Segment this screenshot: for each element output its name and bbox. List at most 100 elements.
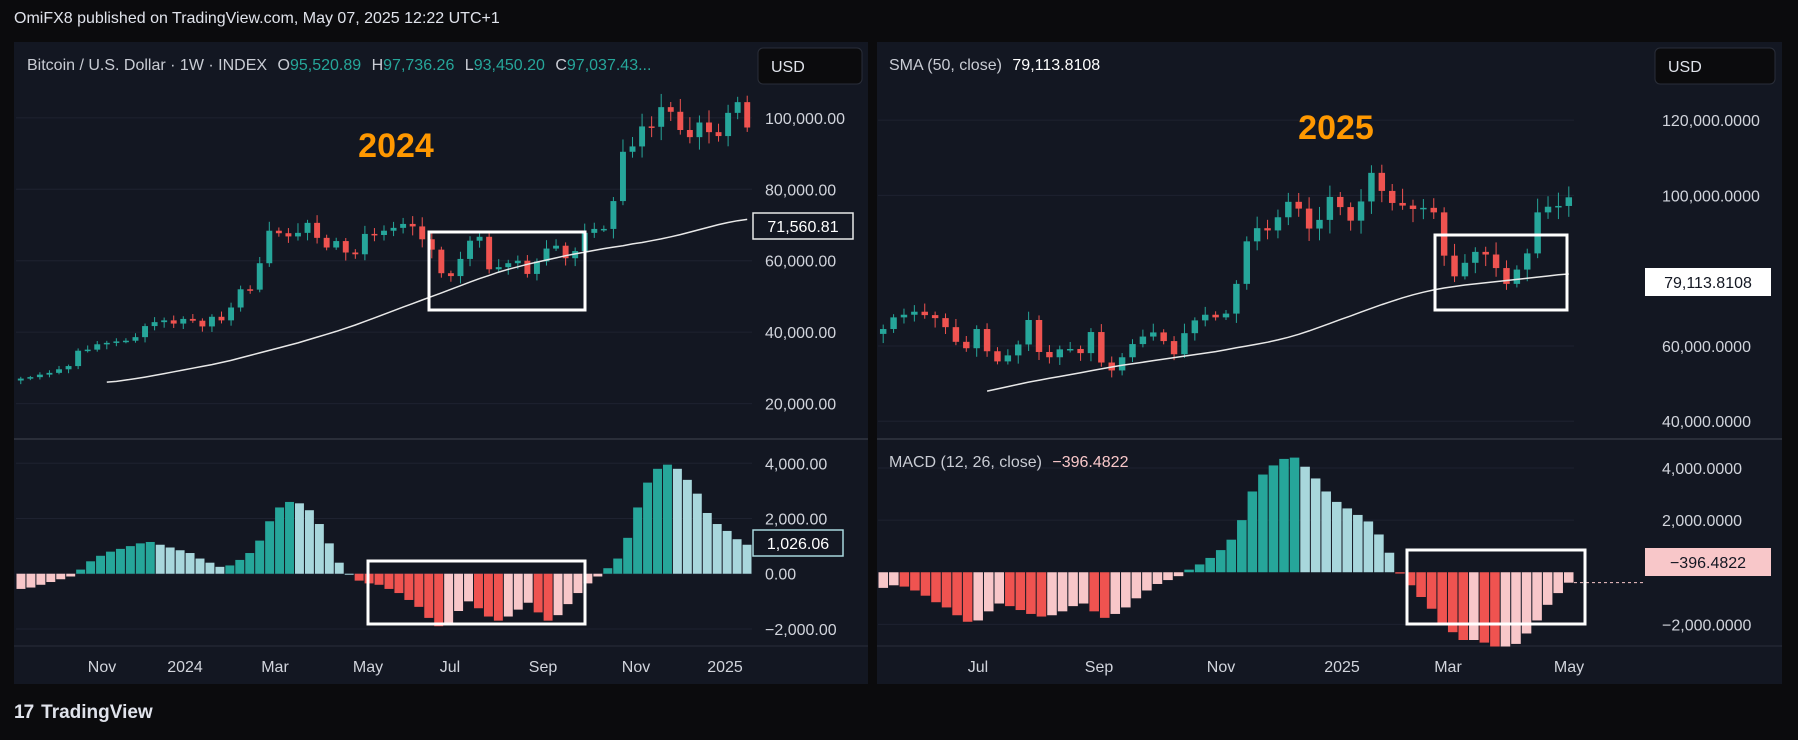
right-price-axis-tick-label: 100,000.0000	[1662, 188, 1760, 205]
left-macd-histogram-bar	[245, 553, 255, 574]
right-macd-histogram-bar	[1563, 572, 1574, 583]
right-macd-histogram-bar	[1321, 491, 1331, 573]
left-macd-histogram-bar	[732, 539, 742, 574]
right-price-candle	[1056, 349, 1064, 358]
left-price-candle	[524, 260, 531, 274]
left-price-candle	[667, 107, 674, 112]
low-value: 93,450.20	[474, 57, 545, 74]
right-macd-histogram-bar	[1553, 572, 1563, 594]
right-currency-button[interactable]: USD	[1654, 47, 1776, 85]
right-time-axis-time-tick: May	[1554, 659, 1584, 676]
left-price-candle	[409, 223, 416, 227]
right-macd-histogram-bar	[1110, 572, 1121, 614]
right-price-candle	[1430, 207, 1437, 213]
right-time-axis-time-tick: Sep	[1085, 659, 1114, 676]
left-macd-histogram-bar	[633, 507, 643, 574]
left-time-axis-time-tick: May	[353, 659, 383, 676]
left-price-candle	[457, 258, 464, 277]
left-price-candle	[323, 237, 330, 248]
right-price-candle	[1202, 314, 1209, 321]
left-price-candle	[314, 222, 321, 238]
left-macd-histogram-bar	[662, 464, 672, 574]
left-price-candle	[275, 230, 282, 234]
left-currency-button[interactable]: USD	[757, 47, 863, 85]
left-macd-histogram-bar	[692, 493, 702, 574]
right-price-candle	[963, 341, 970, 349]
high-value: 97,736.26	[383, 57, 454, 74]
left-price-candle	[734, 102, 741, 113]
right-macd-histogram-bar	[1374, 534, 1384, 573]
left-price-candle	[543, 248, 550, 262]
right-macd-histogram-bar	[878, 572, 889, 588]
left-macd-histogram-bar	[394, 573, 404, 594]
right-macd-histogram-bar	[1268, 465, 1279, 573]
left-macd-histogram-bar	[255, 540, 265, 574]
open-value: 95,520.89	[290, 57, 361, 74]
left-price-candle	[27, 377, 34, 379]
left-price-candle	[342, 241, 349, 253]
right-price-candle	[1409, 205, 1417, 209]
right-macd-histogram-bar	[1068, 572, 1078, 607]
right-macd-histogram-bar	[1005, 572, 1015, 607]
left-price-candle	[161, 320, 168, 323]
close-value: 97,037.43...	[567, 57, 652, 74]
left-macd-histogram-bar	[493, 573, 503, 621]
left-macd-histogram-bar	[742, 544, 752, 574]
right-price-candle	[1347, 207, 1354, 221]
right-macd-histogram-bar	[1121, 572, 1131, 608]
left-price-candle	[256, 263, 263, 290]
left-macd-histogram-bar	[165, 547, 175, 574]
left-macd-axis-tick-label: −2,000.00	[765, 622, 837, 639]
left-macd-histogram-bar	[653, 468, 662, 574]
left-time-axis-time-tick: 2024	[167, 659, 203, 676]
left-price-candle	[677, 111, 684, 130]
publisher-header: OmiFX8 published on TradingView.com, May…	[14, 10, 500, 27]
left-price-candle	[419, 226, 426, 240]
right-currency-label: USD	[1668, 59, 1702, 76]
left-year-label: 2024	[358, 127, 434, 165]
left-price-candle	[715, 132, 722, 137]
right-price-candle	[1451, 255, 1458, 277]
right-macd-histogram-bar	[1163, 572, 1173, 581]
left-macd-histogram-bar	[603, 568, 613, 574]
right-macd-histogram-bar	[973, 572, 983, 621]
left-macd-histogram-bar	[712, 524, 722, 574]
left-price-candle	[151, 322, 158, 327]
left-currency-label: USD	[771, 59, 805, 76]
left-price-candle	[208, 316, 215, 327]
right-price-candle	[1565, 197, 1573, 206]
left-price-candle	[247, 289, 254, 291]
right-macd-histogram-bar	[1131, 572, 1142, 599]
left-price-candle	[706, 122, 712, 133]
right-time-axis-time-tick: Jul	[968, 659, 988, 676]
right-price-candle	[1233, 283, 1240, 314]
left-macd-histogram-bar	[533, 573, 543, 613]
right-price-highlight-box	[1433, 233, 1569, 312]
right-macd-histogram-bar	[941, 572, 952, 608]
left-price-candle	[553, 245, 560, 249]
right-sma-badge: 79,113.8108	[1645, 268, 1771, 296]
left-price-candle	[113, 341, 120, 343]
right-macd-histogram-bar	[1237, 520, 1247, 573]
left-price-axis-tick-label: 40,000.00	[765, 325, 836, 342]
right-macd-histogram-bar	[1479, 572, 1490, 643]
right-price-candle	[1264, 228, 1271, 231]
right-macd-histogram-bar	[931, 572, 941, 603]
right-macd-badge-text: −396.4822	[1670, 555, 1746, 572]
left-macd-histogram-bar	[722, 530, 732, 574]
right-price-candle	[1118, 357, 1126, 371]
right-macd-histogram-bar	[983, 572, 994, 612]
symbol-label: Bitcoin / U.S. Dollar · 1W · INDEX	[27, 57, 267, 74]
left-sma-badge: 71,560.81	[752, 212, 854, 240]
right-macd-histogram-bar	[1247, 491, 1258, 573]
right-macd-histogram-bar	[1384, 552, 1395, 573]
right-time-axis-time-tick: Mar	[1434, 659, 1462, 676]
left-price-candle	[619, 151, 626, 202]
macd-legend-value: −396.4822	[1052, 454, 1128, 471]
right-price-candle	[1524, 253, 1531, 270]
left-price-candle	[285, 233, 292, 237]
left-price-candle	[744, 102, 751, 128]
left-price-axis-tick-label: 80,000.00	[765, 182, 836, 199]
open-label: O	[278, 57, 290, 74]
